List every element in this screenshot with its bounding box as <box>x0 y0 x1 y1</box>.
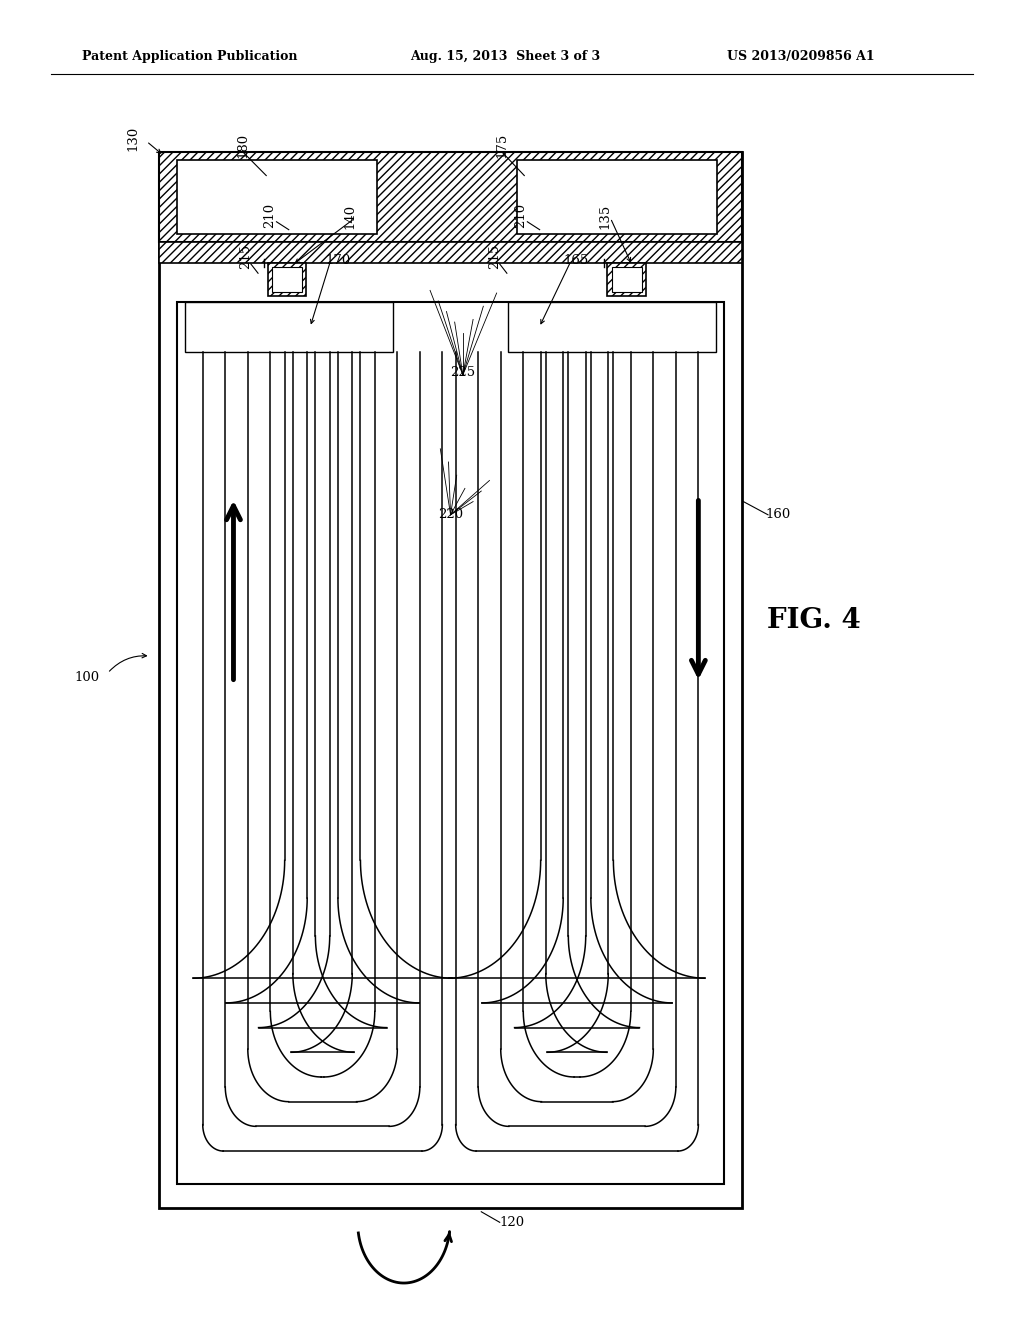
Text: 210: 210 <box>263 202 275 228</box>
Polygon shape <box>678 524 712 854</box>
Text: 165: 165 <box>564 253 589 267</box>
Text: 225: 225 <box>451 366 475 379</box>
Text: Patent Application Publication: Patent Application Publication <box>82 50 297 63</box>
Bar <box>159 242 742 263</box>
Bar <box>271 267 302 292</box>
Text: 135: 135 <box>599 203 611 230</box>
Bar <box>508 302 716 352</box>
Text: FIG. 4: FIG. 4 <box>767 607 861 634</box>
Text: 180: 180 <box>237 132 249 158</box>
Text: 175: 175 <box>496 132 508 158</box>
Bar <box>185 302 393 352</box>
Text: 215: 215 <box>240 243 252 269</box>
Polygon shape <box>410 788 492 1144</box>
Text: 210: 210 <box>514 202 526 228</box>
Bar <box>177 302 724 1184</box>
Text: 140: 140 <box>344 203 356 230</box>
Text: 130: 130 <box>127 125 139 152</box>
Bar <box>607 263 646 296</box>
Bar <box>159 152 742 1208</box>
Text: 160: 160 <box>766 508 791 521</box>
Bar <box>267 263 306 296</box>
Text: US 2013/0209856 A1: US 2013/0209856 A1 <box>727 50 874 63</box>
Text: 170: 170 <box>326 253 350 267</box>
Bar <box>159 152 742 242</box>
Text: Aug. 15, 2013  Sheet 3 of 3: Aug. 15, 2013 Sheet 3 of 3 <box>410 50 600 63</box>
Polygon shape <box>189 524 223 854</box>
Text: 215: 215 <box>488 243 501 269</box>
Text: 220: 220 <box>438 508 463 521</box>
Bar <box>611 267 642 292</box>
Text: 100: 100 <box>75 671 99 684</box>
Bar <box>177 160 377 234</box>
Bar <box>517 160 717 234</box>
Text: 120: 120 <box>500 1216 524 1229</box>
